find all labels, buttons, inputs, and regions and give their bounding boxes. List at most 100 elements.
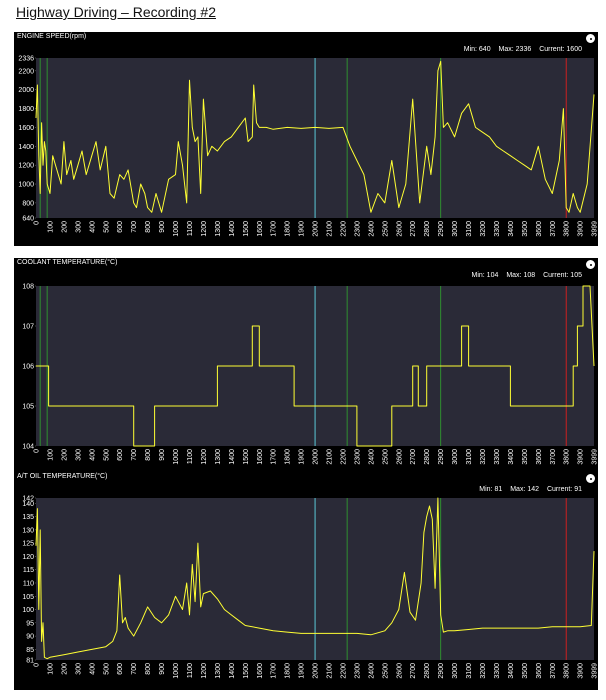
oil-temperature-y-tick-label: 130 (22, 527, 34, 534)
engine-speed-x-tick-label: 1200 (201, 221, 208, 237)
coolant-temperature-x-tick-label: 300 (75, 449, 82, 461)
oil-temperature-x-tick-label: 700 (131, 663, 138, 675)
engine-speed-y-tick-label: 1800 (18, 106, 34, 113)
oil-temperature-y-tick-label: 100 (22, 607, 34, 614)
engine-speed-x-tick-label: 2200 (340, 221, 347, 237)
oil-temperature-max: Max: 142 (510, 486, 540, 493)
oil-temperature-y-tick-label: 115 (23, 567, 34, 574)
engine-speed-x-tick-label: 1500 (243, 221, 250, 237)
engine-speed-x-tick-label: 3100 (466, 221, 473, 237)
engine-speed-x-tick-label: 3999 (592, 221, 599, 237)
engine-speed-max: Max: 2336 (498, 46, 532, 53)
coolant-temperature-x-tick-label: 600 (117, 449, 124, 461)
coolant-temperature-stats: Min: 104 Max: 108 Current: 105 (466, 272, 582, 279)
coolant-temperature-y-tick-label: 104 (22, 444, 34, 451)
oil-temperature-x-tick-label: 2600 (396, 663, 403, 679)
engine-speed-y-tick-label: 1600 (18, 125, 34, 132)
engine-speed-x-tick-label: 2000 (313, 221, 320, 237)
oil-temperature-x-tick-label: 1200 (201, 663, 208, 679)
oil-temperature-x-tick-label: 1400 (229, 663, 236, 679)
coolant-temperature-x-tick-label: 3999 (592, 449, 599, 465)
oil-temperature-settings-icon[interactable] (586, 474, 595, 483)
engine-speed-x-tick-label: 400 (89, 221, 96, 233)
coolant-temperature-x-tick-label: 2700 (410, 449, 417, 465)
coolant-temperature-x-tick-label: 3200 (480, 449, 487, 465)
engine-speed-x-tick-label: 500 (103, 221, 110, 233)
engine-speed-y-tick-label: 2200 (18, 68, 34, 75)
oil-temperature-x-tick-label: 1900 (299, 663, 306, 679)
coolant-temperature-x-tick-label: 0 (34, 449, 41, 453)
engine-speed-stats: Min: 640 Max: 2336 Current: 1600 (458, 46, 582, 53)
coolant-temperature-x-tick-label: 1000 (173, 449, 180, 465)
oil-temperature-y-tick-label: 81 (26, 658, 34, 665)
oil-temperature-title: A/T OIL TEMPERATURE(°C) (17, 473, 108, 480)
engine-speed-x-tick-label: 2900 (438, 221, 445, 237)
coolant-temperature-x-tick-label: 2900 (438, 449, 445, 465)
engine-speed-series-line (35, 60, 595, 213)
engine-speed-x-tick-label: 700 (131, 221, 138, 233)
engine-speed-y-tick-label: 2336 (18, 56, 34, 63)
coolant-temperature-y-tick-label: 105 (22, 404, 34, 411)
engine-speed-y-tick-label: 1400 (18, 144, 34, 151)
coolant-temperature-x-tick-label: 3400 (508, 449, 515, 465)
oil-temperature-x-tick-label: 100 (47, 663, 54, 675)
coolant-temperature-x-tick-label: 2400 (368, 449, 375, 465)
coolant-temperature-x-tick-label: 2200 (340, 449, 347, 465)
engine-speed-x-tick-label: 2700 (410, 221, 417, 237)
engine-speed-x-tick-label: 200 (61, 221, 68, 233)
engine-speed-x-tick-label: 2100 (327, 221, 334, 237)
coolant-temperature-x-tick-label: 2300 (354, 449, 361, 465)
oil-temperature-x-tick-label: 900 (159, 663, 166, 675)
engine-speed-settings-icon[interactable] (586, 34, 595, 43)
coolant-temperature-x-tick-label: 2000 (313, 449, 320, 465)
engine-speed-current: Current: 1600 (539, 46, 582, 53)
oil-temperature-x-tick-label: 3900 (578, 663, 585, 679)
oil-temperature-x-tick-label: 1500 (243, 663, 250, 679)
coolant-temperature-x-tick-label: 800 (145, 449, 152, 461)
coolant-temperature-settings-icon[interactable] (586, 260, 595, 269)
engine-speed-x-tick-label: 1400 (229, 221, 236, 237)
engine-speed-chart: 640 800 1000 1200 1400 1600 1800 2000 2200 2336 0 1… (18, 56, 599, 237)
engine-speed-x-tick-label: 1800 (285, 221, 292, 237)
engine-speed-y-tick-label: 640 (22, 216, 34, 223)
oil-temperature-y-tick-label: 140 (22, 501, 34, 508)
oil-temperature-y-tick-label: 95 (26, 620, 34, 627)
engine-speed-y-tick-label: 1200 (18, 163, 34, 170)
oil-temperature-x-tick-label: 800 (145, 663, 152, 675)
coolant-temperature-x-tick-label: 2800 (424, 449, 431, 465)
engine-speed-min: Min: 640 (463, 46, 491, 53)
oil-temperature-y-tick-label: 135 (22, 514, 34, 521)
coolant-temperature-y-tick-label: 107 (22, 324, 34, 331)
oil-temperature-current: Current: 91 (546, 486, 582, 493)
engine-speed-x-tick-label: 3900 (578, 221, 585, 237)
oil-temperature-x-tick-label: 1100 (187, 663, 194, 678)
oil-temperature-x-tick-label: 2700 (410, 663, 417, 679)
coolant-temperature-max: Max: 108 (506, 272, 536, 279)
oil-temperature-x-tick-label: 2000 (313, 663, 320, 679)
coolant-temperature-x-tick-label: 2600 (396, 449, 403, 465)
oil-temperature-x-tick-label: 3600 (536, 663, 543, 679)
coolant-temperature-y-tick-label: 108 (22, 284, 34, 291)
coolant-temperature-x-tick-label: 3300 (494, 449, 501, 465)
coolant-temperature-x-tick-label: 3800 (564, 449, 571, 465)
oil-temperature-x-tick-label: 2200 (340, 663, 347, 679)
oil-temperature-x-tick-label: 3999 (592, 663, 599, 679)
coolant-temperature-x-tick-label: 1100 (187, 449, 194, 464)
oil-temperature-y-tick-label: 125 (22, 541, 34, 548)
oil-temperature-x-tick-label: 3100 (466, 663, 473, 679)
coolant-temperature-x-tick-label: 1800 (285, 449, 292, 465)
engine-speed-x-tick-label: 2400 (368, 221, 375, 237)
engine-speed-panel: 640 800 1000 1200 1400 1600 1800 2000 2200 2336 0 1… (14, 32, 598, 246)
engine-speed-x-tick-label: 3500 (522, 221, 529, 237)
engine-speed-x-tick-label: 1900 (299, 221, 306, 237)
coolant-temperature-x-tick-label: 3000 (452, 449, 459, 465)
oil-temperature-x-tick-label: 3400 (508, 663, 515, 679)
oil-temperature-x-tick-label: 3500 (522, 663, 529, 679)
coolant-temperature-title: COOLANT TEMPERATURE(°C) (17, 259, 118, 266)
coolant-temperature-x-tick-label: 200 (61, 449, 68, 461)
coolant-temperature-x-tick-label: 1700 (271, 449, 278, 465)
coolant-temperature-x-tick-label: 1400 (229, 449, 236, 465)
oil-temperature-x-tick-label: 3200 (480, 663, 487, 679)
engine-speed-y-tick-label: 800 (22, 200, 34, 207)
